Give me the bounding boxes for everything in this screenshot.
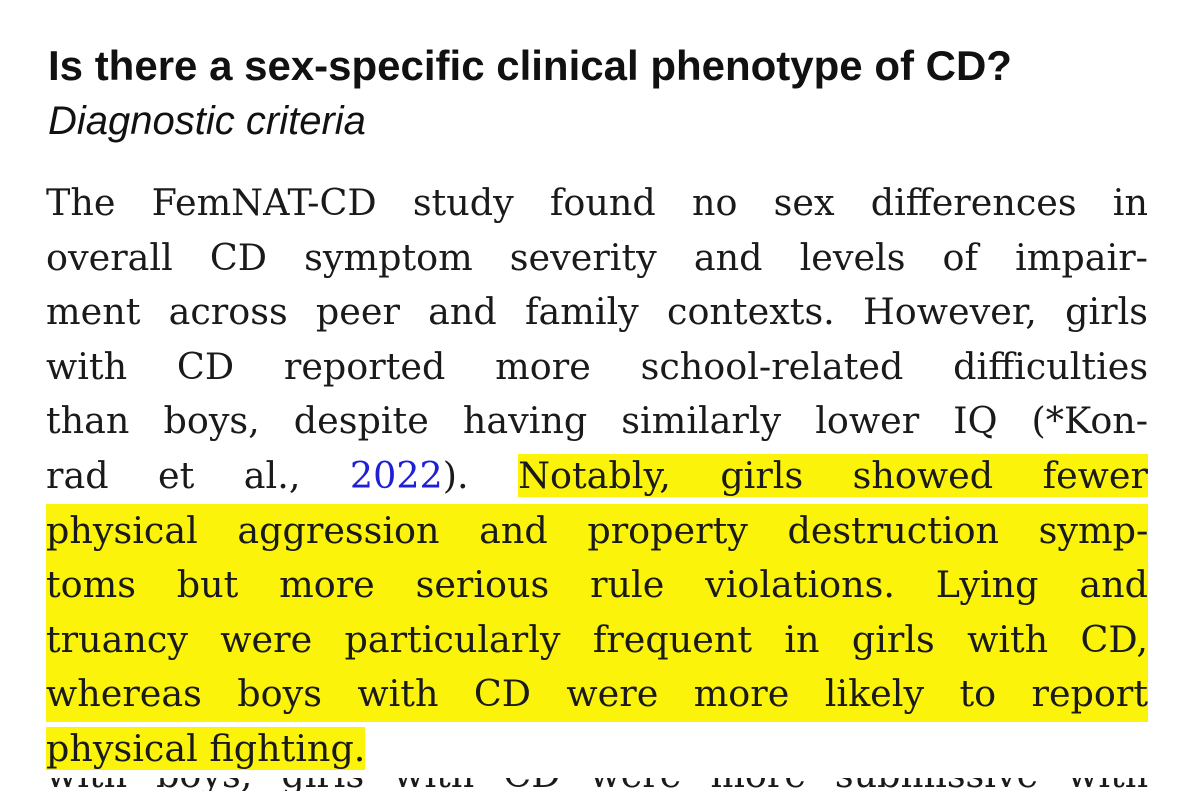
highlighted-line: physical aggression and property destruc… [46, 503, 1148, 559]
paragraph-line: The FemNAT-CD study found no sex differe… [46, 181, 1148, 224]
highlighted-text: physical fighting. [46, 726, 366, 770]
line-text: ). [442, 453, 519, 497]
paragraph-line: overall CD symptom severity and levels o… [46, 235, 1148, 279]
cutoff-next-line: with boys, girls with CD were more submi… [46, 778, 1148, 791]
section-subheading: Diagnostic criteria [48, 99, 366, 143]
paragraph-line: ment across peer and family contexts. Ho… [46, 290, 1148, 334]
highlighted-text: Notably, girls showed fewer [518, 453, 1148, 497]
paragraph-line: with CD reported more school-related dif… [46, 344, 1149, 388]
paragraph-line-last: physical fighting. [46, 722, 1148, 777]
line-text: rad et al., [46, 453, 350, 497]
highlighted-line: toms but more serious rule violations. L… [46, 558, 1148, 613]
section-heading: Is there a sex-specific clinical phenoty… [48, 42, 1012, 89]
paragraph-line-citation: rad et al., 2022). Notably, girls showed… [46, 449, 1148, 504]
body-paragraph: The FemNAT-CD study found no sex differe… [46, 176, 1148, 777]
citation-link[interactable]: 2022 [349, 453, 443, 497]
paragraph-line: than boys, despite having similarly lowe… [46, 399, 1149, 443]
highlighted-line: truancy were particularly frequent in gi… [46, 612, 1148, 668]
cutoff-line-text: with boys, girls with CD were more submi… [46, 778, 1148, 791]
highlighted-line: whereas boys with CD were more likely to… [46, 667, 1148, 722]
